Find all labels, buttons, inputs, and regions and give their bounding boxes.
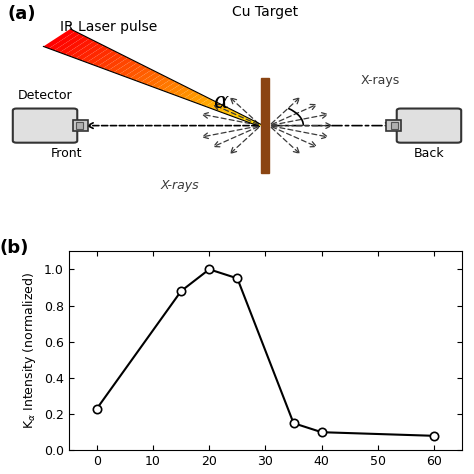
Polygon shape <box>222 108 233 114</box>
Polygon shape <box>103 55 128 71</box>
Polygon shape <box>168 84 185 94</box>
Text: X-rays: X-rays <box>360 74 400 87</box>
Polygon shape <box>195 96 209 104</box>
FancyBboxPatch shape <box>397 109 461 143</box>
Polygon shape <box>152 77 171 89</box>
Polygon shape <box>146 74 166 86</box>
Polygon shape <box>206 101 219 109</box>
Polygon shape <box>76 43 104 61</box>
Text: IR Laser pulse: IR Laser pulse <box>60 20 158 34</box>
Polygon shape <box>54 34 85 53</box>
Polygon shape <box>243 118 252 122</box>
FancyBboxPatch shape <box>13 109 77 143</box>
Polygon shape <box>119 63 142 76</box>
Text: X-rays: X-rays <box>161 179 200 192</box>
Polygon shape <box>232 113 243 118</box>
Polygon shape <box>87 48 113 64</box>
Y-axis label: K$_\alpha$ Intensity (normalized): K$_\alpha$ Intensity (normalized) <box>21 272 38 429</box>
Polygon shape <box>135 70 156 82</box>
Text: D: D <box>431 117 446 135</box>
Polygon shape <box>238 115 247 120</box>
Text: (a): (a) <box>7 5 36 23</box>
Polygon shape <box>162 82 181 92</box>
Text: Front: Front <box>51 147 82 160</box>
Text: Back: Back <box>414 147 444 160</box>
Polygon shape <box>189 94 204 102</box>
Polygon shape <box>179 89 195 99</box>
Polygon shape <box>49 31 80 50</box>
FancyBboxPatch shape <box>76 122 83 129</box>
Polygon shape <box>65 38 94 56</box>
Polygon shape <box>200 99 214 106</box>
Polygon shape <box>249 120 257 124</box>
Polygon shape <box>254 122 262 127</box>
Text: Cu Target: Cu Target <box>232 5 299 19</box>
Text: Detector: Detector <box>18 89 73 102</box>
Bar <box>261 78 269 173</box>
Text: (b): (b) <box>0 239 29 257</box>
FancyBboxPatch shape <box>386 120 401 131</box>
Polygon shape <box>92 51 118 66</box>
Polygon shape <box>141 72 161 84</box>
Polygon shape <box>130 67 152 81</box>
Polygon shape <box>211 103 224 110</box>
Text: α: α <box>213 91 228 113</box>
Polygon shape <box>81 46 109 63</box>
Polygon shape <box>227 110 238 117</box>
Polygon shape <box>60 36 90 55</box>
Polygon shape <box>114 60 137 74</box>
Polygon shape <box>125 65 147 78</box>
Polygon shape <box>157 79 176 91</box>
Polygon shape <box>44 29 75 48</box>
FancyBboxPatch shape <box>391 122 398 129</box>
Polygon shape <box>216 106 228 112</box>
Polygon shape <box>98 53 123 68</box>
Polygon shape <box>108 58 133 73</box>
Polygon shape <box>173 86 190 96</box>
Polygon shape <box>184 91 200 100</box>
FancyBboxPatch shape <box>73 120 88 131</box>
Polygon shape <box>71 41 99 58</box>
